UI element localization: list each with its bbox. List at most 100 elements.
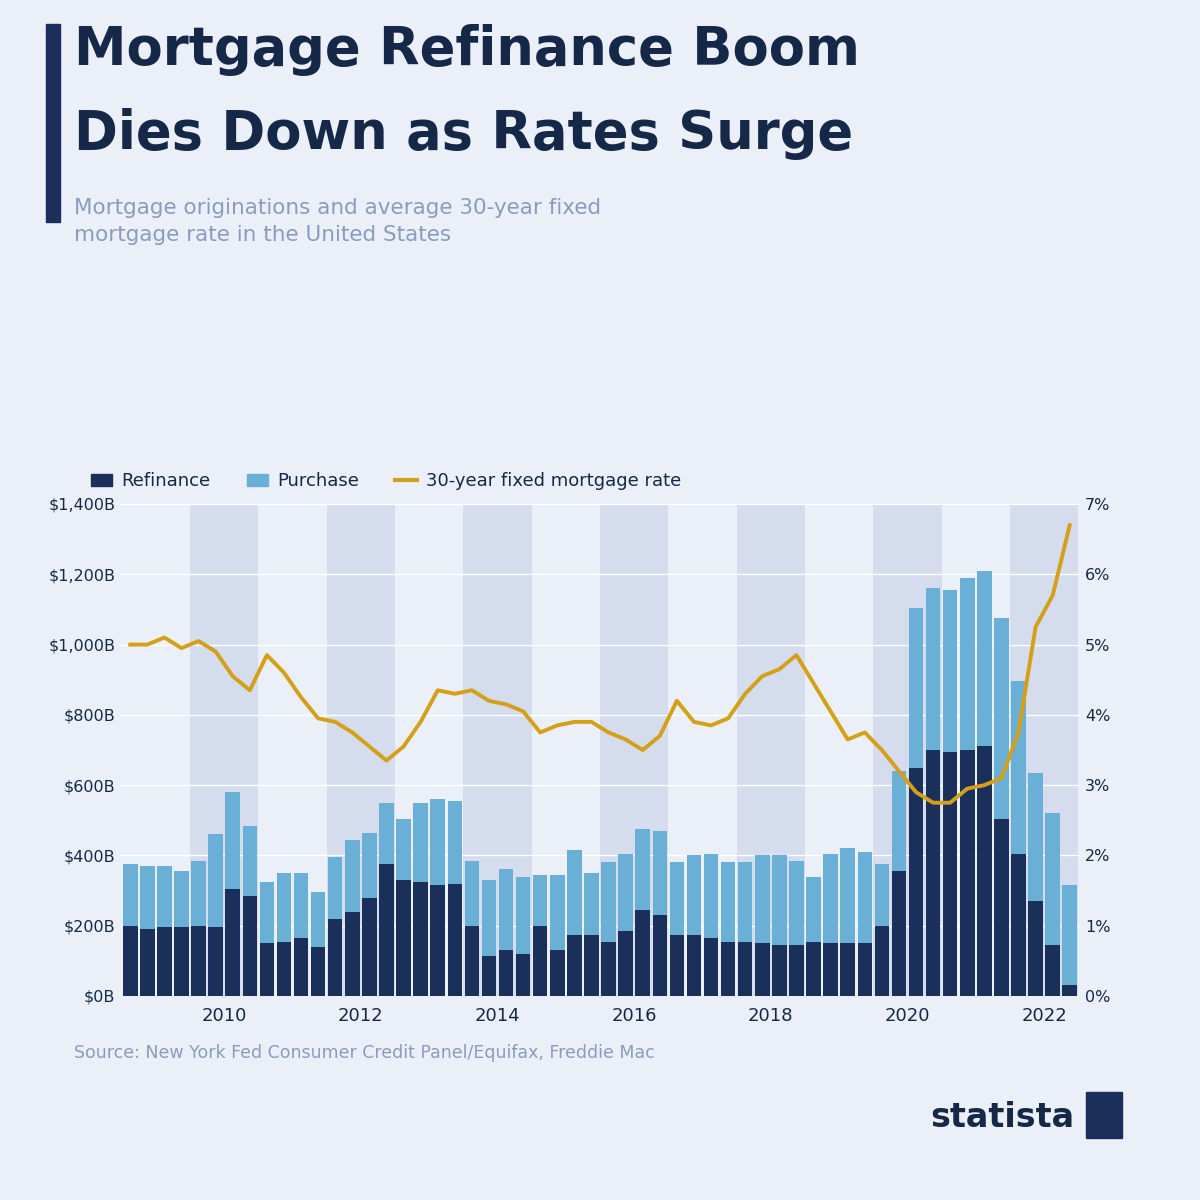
Bar	[259, 943, 274, 996]
Bar	[790, 946, 804, 996]
Bar	[703, 853, 719, 938]
Bar	[584, 872, 599, 935]
Bar	[858, 852, 872, 943]
Bar	[122, 864, 138, 925]
Bar	[209, 834, 223, 928]
Bar	[686, 856, 701, 935]
Bar	[379, 803, 394, 864]
Text: Mortgage originations and average 30-year fixed
mortgage rate in the United Stat: Mortgage originations and average 30-yea…	[74, 198, 601, 245]
Bar	[721, 942, 736, 996]
Bar	[122, 925, 138, 996]
Bar	[755, 943, 769, 996]
Bar	[259, 882, 274, 943]
Bar	[516, 954, 530, 996]
Bar	[431, 886, 445, 996]
Bar	[190, 504, 258, 996]
Bar	[653, 830, 667, 916]
Bar	[653, 916, 667, 996]
Bar	[464, 925, 479, 996]
Bar	[328, 919, 342, 996]
Bar	[1062, 886, 1078, 985]
Bar	[584, 935, 599, 996]
Bar	[875, 925, 889, 996]
Bar	[294, 872, 308, 938]
Bar	[755, 856, 769, 943]
Bar	[533, 925, 547, 996]
Bar	[396, 818, 410, 880]
Bar	[738, 863, 752, 942]
Text: Dies Down as Rates Surge: Dies Down as Rates Surge	[74, 108, 853, 160]
Bar	[346, 840, 360, 912]
Text: statista: statista	[930, 1102, 1074, 1134]
Bar	[431, 799, 445, 886]
Bar	[346, 912, 360, 996]
Bar	[1045, 946, 1060, 996]
Bar	[191, 925, 206, 996]
Bar	[600, 504, 668, 996]
Bar	[618, 853, 632, 931]
Bar	[140, 866, 155, 929]
Bar	[499, 950, 514, 996]
Bar	[209, 928, 223, 996]
Bar	[737, 504, 805, 996]
Bar	[242, 826, 257, 896]
Bar	[926, 588, 941, 750]
Bar	[362, 898, 377, 996]
Bar	[703, 938, 719, 996]
Bar	[311, 947, 325, 996]
Bar	[636, 829, 650, 910]
Bar	[464, 860, 479, 925]
Bar	[738, 942, 752, 996]
Bar	[326, 504, 395, 996]
Bar	[1012, 682, 1026, 853]
Bar	[806, 942, 821, 996]
Bar	[568, 850, 582, 935]
Bar	[533, 875, 547, 925]
Bar	[908, 768, 923, 996]
Bar	[636, 910, 650, 996]
Bar	[670, 935, 684, 996]
Bar	[892, 772, 906, 871]
Bar	[892, 871, 906, 996]
Bar	[994, 818, 1009, 996]
Bar	[926, 750, 941, 996]
Bar	[908, 607, 923, 768]
Bar	[772, 856, 787, 946]
Bar	[481, 955, 497, 996]
Bar	[413, 803, 428, 882]
Bar	[1010, 504, 1079, 996]
Bar	[977, 571, 991, 746]
Bar	[601, 863, 616, 942]
Bar	[1012, 853, 1026, 996]
Bar	[977, 746, 991, 996]
Bar	[960, 577, 974, 750]
Bar	[481, 880, 497, 955]
Bar	[448, 800, 462, 883]
Bar	[772, 946, 787, 996]
Bar	[311, 893, 325, 947]
Bar	[362, 833, 377, 898]
Bar	[721, 863, 736, 942]
Bar	[191, 860, 206, 925]
Bar	[1062, 985, 1078, 996]
Bar	[875, 864, 889, 925]
Bar	[840, 848, 854, 943]
Bar	[1028, 901, 1043, 996]
Bar	[328, 857, 342, 919]
Bar	[174, 871, 188, 928]
Bar	[140, 929, 155, 996]
Bar	[618, 931, 632, 996]
Bar	[226, 889, 240, 996]
Bar	[840, 943, 854, 996]
Bar	[790, 860, 804, 946]
Bar	[157, 866, 172, 928]
Bar	[806, 876, 821, 942]
Bar	[448, 883, 462, 996]
Text: Source: New York Fed Consumer Credit Panel/Equifax, Freddie Mac: Source: New York Fed Consumer Credit Pan…	[74, 1044, 655, 1062]
Bar	[1028, 773, 1043, 901]
Bar	[550, 950, 564, 996]
Bar	[823, 853, 838, 943]
Bar	[874, 504, 942, 996]
Bar	[277, 872, 292, 942]
Bar	[157, 928, 172, 996]
